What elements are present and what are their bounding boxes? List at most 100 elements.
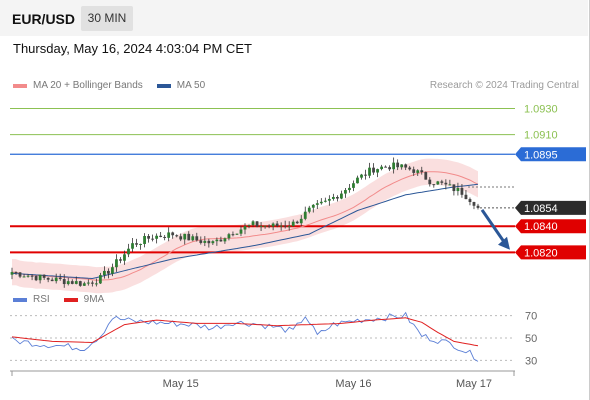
candle <box>131 237 134 253</box>
main-legend: MA 20 + Bollinger Bands MA 50 <box>13 80 219 91</box>
candle-body <box>283 225 287 227</box>
candle-body <box>183 233 187 240</box>
candle-body <box>287 226 291 228</box>
candle-body <box>243 226 247 230</box>
candle-body <box>231 234 235 236</box>
candle-body <box>303 211 307 219</box>
candle-body <box>271 223 275 227</box>
timeframe-badge[interactable]: 30 MIN <box>81 6 133 31</box>
candle-body <box>384 166 388 168</box>
candle <box>348 184 351 193</box>
candle <box>183 233 187 245</box>
candle-body <box>392 162 396 170</box>
legend-swatch-9ma <box>63 297 78 302</box>
candle-body <box>119 259 122 261</box>
candle-body <box>223 238 227 242</box>
candle <box>115 254 118 272</box>
candle-body <box>360 174 363 178</box>
candle <box>78 280 82 287</box>
level-tag-1.0895 <box>515 147 586 162</box>
candle <box>26 273 30 278</box>
candle-body <box>468 199 472 203</box>
candle-body <box>420 170 424 173</box>
candle <box>263 225 267 229</box>
candle-body <box>335 197 339 199</box>
candle <box>10 267 14 280</box>
candle <box>119 257 122 264</box>
candle <box>275 220 279 228</box>
candle <box>215 237 219 246</box>
rsi-9ma-line <box>11 317 479 347</box>
candle-body <box>259 225 263 227</box>
candle <box>319 198 323 205</box>
candle-body <box>311 204 315 208</box>
header-bar: EUR/USD 30 MIN <box>0 0 588 36</box>
candle <box>400 164 404 170</box>
candle <box>283 220 287 229</box>
candle-body <box>436 181 440 185</box>
candle <box>255 221 259 228</box>
candle <box>123 250 126 265</box>
candle <box>388 165 392 172</box>
candle <box>424 171 428 180</box>
candle-body <box>400 164 404 168</box>
candle-body <box>227 234 231 239</box>
candle-body <box>396 162 400 168</box>
candle-body <box>460 187 464 195</box>
candle <box>279 222 283 231</box>
candle-body <box>86 282 90 284</box>
candle-body <box>291 221 295 227</box>
candle-body <box>191 236 195 241</box>
rsi-line <box>11 311 479 362</box>
candle <box>38 274 42 284</box>
legend-swatch-ma20 <box>13 83 27 88</box>
candle <box>448 179 452 186</box>
candle <box>98 272 102 285</box>
candle <box>356 175 359 184</box>
candle <box>179 233 183 242</box>
candle-body <box>275 223 279 227</box>
forecast-arrow-shaft <box>480 209 508 246</box>
candle-body <box>388 167 392 170</box>
candle-body <box>135 243 138 245</box>
candle-body <box>159 235 163 237</box>
candle-body <box>476 205 480 208</box>
candle <box>331 193 335 201</box>
legend-label-ma20: MA 20 + Bollinger Bands <box>33 80 143 91</box>
candle <box>456 182 460 196</box>
candle <box>191 234 195 242</box>
timestamp: Thursday, May 16, 2024 4:03:04 PM CET <box>13 41 252 56</box>
candle-body <box>50 279 54 282</box>
candle <box>219 236 223 242</box>
candle <box>368 162 371 179</box>
candle-body <box>131 243 134 249</box>
level-label-1.0910: 1.0910 <box>524 130 558 142</box>
candle <box>207 238 211 248</box>
candle <box>62 274 66 288</box>
candle <box>436 180 440 185</box>
candle <box>143 233 146 248</box>
candle-body <box>179 236 183 240</box>
level-tag-1.0820 <box>515 245 586 260</box>
candle-body <box>452 184 456 192</box>
candle <box>107 268 110 279</box>
candle-body <box>70 281 74 284</box>
candle <box>452 184 456 196</box>
candle-body <box>267 225 271 227</box>
candle-body <box>207 240 211 244</box>
candle <box>86 279 90 286</box>
candle <box>227 232 231 241</box>
candle-body <box>167 232 171 238</box>
candle-body <box>380 166 383 170</box>
last-price-label: 1.0854 <box>524 203 558 215</box>
level-label-1.0930: 1.0930 <box>524 103 558 115</box>
candle <box>211 240 215 246</box>
candle <box>295 220 299 224</box>
legend-item-ma20: MA 20 + Bollinger Bands <box>13 80 143 91</box>
candle-body <box>247 225 251 227</box>
candle-body <box>215 239 219 242</box>
candle-body <box>456 187 460 192</box>
candle-body <box>107 270 110 274</box>
candle-body <box>62 279 66 285</box>
